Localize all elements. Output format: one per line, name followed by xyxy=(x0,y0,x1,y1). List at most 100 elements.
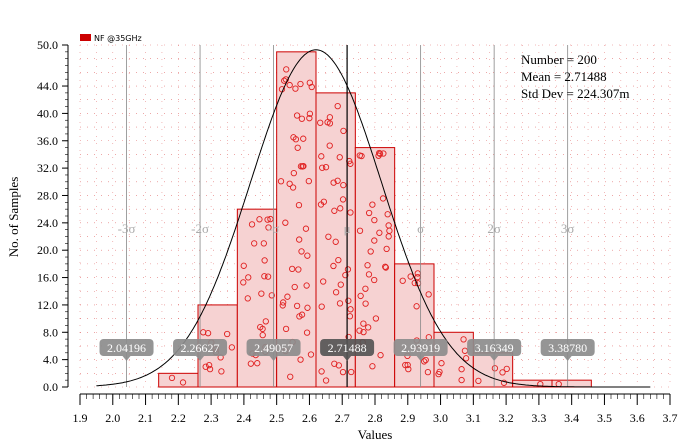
sample-point xyxy=(371,216,378,224)
sample-point xyxy=(303,282,310,289)
sample-point xyxy=(290,134,297,141)
sample-point xyxy=(289,265,296,273)
sample-point xyxy=(462,355,470,362)
sigma-value-pointer xyxy=(490,356,499,361)
y-tick-label: 44.0 xyxy=(37,79,58,93)
sample-point xyxy=(307,351,315,358)
sample-point xyxy=(280,299,287,306)
sample-point xyxy=(326,114,334,121)
sample-point xyxy=(251,240,258,247)
sample-point xyxy=(262,318,269,325)
sample-point xyxy=(264,273,272,280)
sample-point xyxy=(296,236,303,243)
sample-point xyxy=(365,209,373,217)
x-tick-label: 3.6 xyxy=(630,411,645,425)
y-tick-label: 16.0 xyxy=(37,271,58,285)
x-tick-label: 3.1 xyxy=(466,411,481,425)
sample-point xyxy=(261,257,268,264)
fit-curve xyxy=(96,49,651,388)
sample-point xyxy=(325,233,332,240)
sample-point xyxy=(334,177,341,184)
sample-point xyxy=(357,292,364,300)
sample-point xyxy=(362,300,369,307)
sample-point xyxy=(300,135,307,142)
sample-point xyxy=(362,285,369,292)
sample-point xyxy=(305,177,312,185)
sample-point xyxy=(179,379,187,386)
sample-point xyxy=(223,330,231,338)
x-tick-label: 3.4 xyxy=(564,411,579,425)
x-tick-label: 2.0 xyxy=(105,411,120,425)
sigma-value-pointer xyxy=(196,356,205,361)
x-tick-label: 3.3 xyxy=(531,411,546,425)
sigma-line-label: -σ xyxy=(268,221,279,236)
sample-point xyxy=(377,352,384,359)
y-axis-label: No. of Samples xyxy=(6,177,21,258)
sample-point xyxy=(248,221,256,228)
sample-point xyxy=(298,115,306,122)
sample-point xyxy=(336,154,343,161)
sample-point xyxy=(306,115,313,122)
sample-point xyxy=(292,85,299,92)
y-tick-label: 24.0 xyxy=(37,216,58,230)
sample-point xyxy=(240,262,247,269)
sample-point xyxy=(330,262,337,270)
sample-point xyxy=(399,277,406,284)
x-tick-label: 2.5 xyxy=(269,411,284,425)
sample-points xyxy=(168,66,562,388)
sample-point xyxy=(318,303,325,310)
sample-point xyxy=(320,198,328,205)
sample-point xyxy=(458,376,465,384)
sample-point xyxy=(240,279,247,286)
sample-point xyxy=(376,150,384,157)
sample-point xyxy=(332,289,340,296)
sample-point xyxy=(371,237,378,244)
sample-point xyxy=(318,153,325,160)
sample-point xyxy=(318,368,325,375)
sample-point xyxy=(435,370,442,378)
sample-point xyxy=(168,374,176,382)
sample-point xyxy=(284,293,291,300)
sample-point xyxy=(256,216,263,223)
sample-point xyxy=(261,273,268,280)
sigma-value-label: 2.93919 xyxy=(401,341,440,355)
x-tick-label: 3.0 xyxy=(433,411,448,425)
sample-point xyxy=(265,224,272,231)
y-tick-label: 36.0 xyxy=(37,134,58,148)
sample-point xyxy=(386,227,393,234)
sigma-value-label: 2.04196 xyxy=(107,341,146,355)
sample-point xyxy=(438,360,445,367)
sample-point xyxy=(458,366,465,373)
sample-point xyxy=(294,144,301,151)
sample-point xyxy=(298,248,305,255)
sample-point xyxy=(293,302,301,310)
sample-point xyxy=(407,273,414,280)
sample-point xyxy=(303,329,311,336)
sample-point xyxy=(382,263,389,270)
sigma-value-label: 2.26627 xyxy=(181,341,220,355)
sample-point xyxy=(283,66,290,73)
sample-point xyxy=(326,142,333,149)
sample-point xyxy=(356,227,364,234)
sigma-line-label: -3σ xyxy=(118,221,136,236)
stats-std-dev: Std Dev = 224.307m xyxy=(521,86,629,101)
sample-point xyxy=(413,303,420,310)
sample-point xyxy=(475,377,482,385)
sample-point xyxy=(358,152,365,160)
sample-point xyxy=(335,362,342,369)
sample-point xyxy=(340,182,347,189)
sample-point xyxy=(259,325,266,333)
sample-point xyxy=(364,262,371,269)
sample-point xyxy=(365,271,373,278)
sigma-value-label: 2.71488 xyxy=(328,341,367,355)
legend: NF @35GHz xyxy=(80,34,142,43)
histogram-bar xyxy=(158,372,199,388)
stats-box: Number = 200 Mean = 2.71488 Std Dev = 22… xyxy=(521,52,629,101)
sample-point xyxy=(420,358,428,365)
x-tick-label: 2.9 xyxy=(400,411,415,425)
sigma-value-box xyxy=(173,339,228,356)
sample-point xyxy=(375,152,382,159)
x-tick-label: 1.9 xyxy=(73,411,88,425)
sample-point xyxy=(422,356,429,364)
histogram-bar xyxy=(394,263,435,388)
